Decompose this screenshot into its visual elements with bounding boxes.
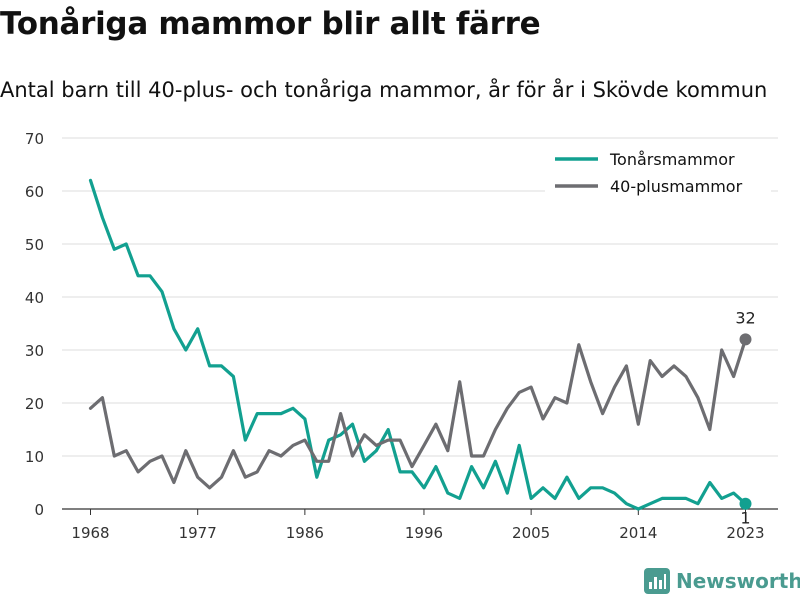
legend-background <box>545 144 771 202</box>
x-tick-label: 2023 <box>726 524 764 542</box>
x-tick-label: 1968 <box>71 524 109 542</box>
end-point-marker <box>739 333 752 346</box>
y-tick-label: 20 <box>25 395 44 413</box>
y-tick-label: 50 <box>25 236 44 254</box>
series-line-tonarsmammor <box>88 178 748 511</box>
x-tick-label: 1996 <box>405 524 443 542</box>
y-tick-label: 10 <box>25 448 44 466</box>
x-tick-label: 2005 <box>512 524 550 542</box>
brand-name: Newsworthy <box>676 569 800 593</box>
x-tick-label: 1986 <box>286 524 324 542</box>
legend-label: 40-plusmammor <box>610 177 743 196</box>
chart-subtitle: Antal barn till 40-plus- och tonåriga ma… <box>0 78 768 102</box>
end-value-label: 32 <box>735 308 755 327</box>
series-line-40plusmammor <box>88 337 748 490</box>
x-tick-label: 1977 <box>179 524 217 542</box>
end-value-label: 1 <box>740 509 750 528</box>
x-tick-label: 2014 <box>619 524 657 542</box>
legend-label: Tonårsmammor <box>609 150 735 169</box>
y-tick-label: 0 <box>34 501 44 519</box>
newsworthy-logo-icon <box>644 568 670 594</box>
chart-title: Tonåriga mammor blir allt färre <box>0 6 541 42</box>
y-tick-label: 40 <box>25 289 44 307</box>
end-point-marker <box>739 497 752 510</box>
y-tick-label: 30 <box>25 342 44 360</box>
brand-logo: Newsworthy <box>644 568 800 594</box>
y-tick-label: 70 <box>25 130 44 148</box>
y-tick-label: 60 <box>25 183 44 201</box>
